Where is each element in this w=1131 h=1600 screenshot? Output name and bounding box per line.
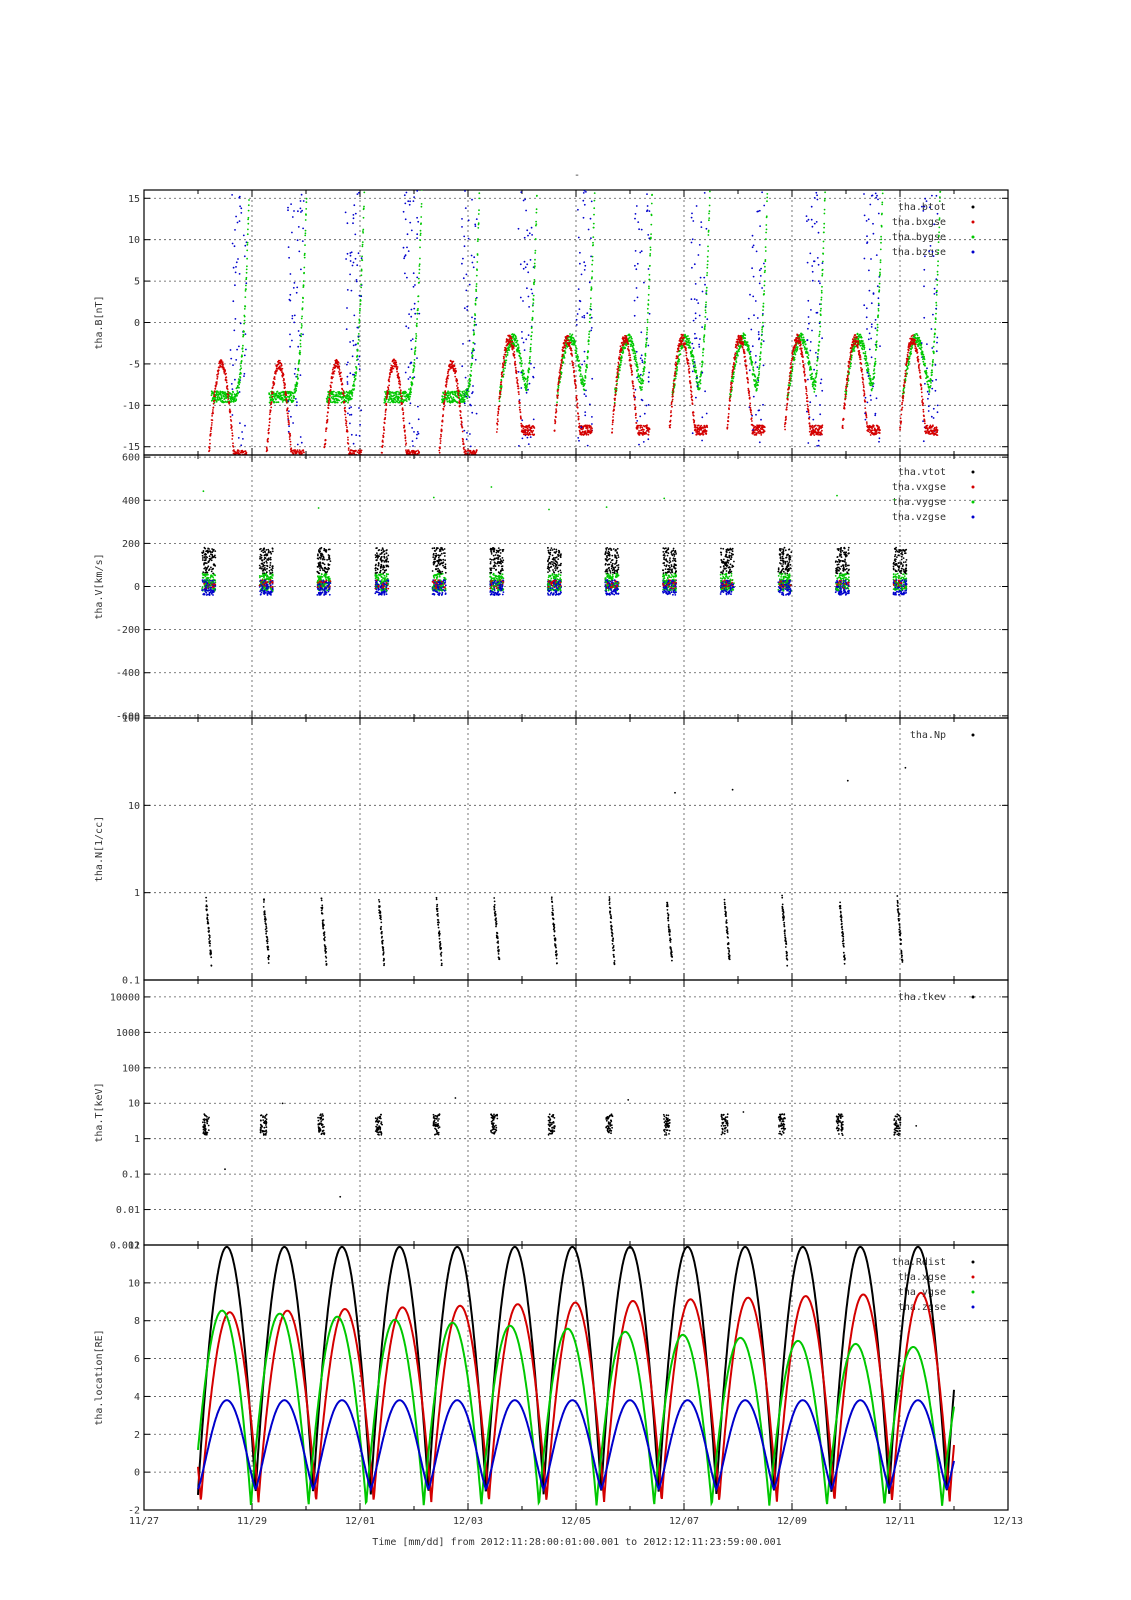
legend-marker bbox=[971, 500, 975, 504]
panel-2: -600 -400 -200 0 200 400 600 tha.V[km/s] tha.vto… bbox=[94, 453, 1009, 722]
y-tick-label: 100 bbox=[122, 1063, 140, 1074]
panels: -15-10-5051015tha.B[nT]tha.btottha.bxgse… bbox=[94, 189, 1023, 1527]
y-tick-label: 1000 bbox=[116, 1028, 140, 1039]
x-tick-label: 12/05 bbox=[561, 1516, 591, 1527]
legend-entry: tha.zgse bbox=[898, 1302, 946, 1313]
y-tick-label: 400 bbox=[122, 496, 140, 507]
legend-entry: tha.vzgse bbox=[892, 512, 946, 523]
legend-entry: tha.vtot bbox=[898, 467, 946, 478]
y-tick-label: 12 bbox=[128, 1241, 140, 1252]
series-line-tha-ygse bbox=[197, 1309, 955, 1507]
panel-frame bbox=[143, 1244, 1009, 1511]
y-tick-label: 4 bbox=[134, 1392, 140, 1403]
legend-entry: tha.xgse bbox=[898, 1272, 946, 1283]
y-tick-label: -600 bbox=[116, 711, 140, 722]
series-line-tha-rdist bbox=[197, 1245, 955, 1495]
legend-marker bbox=[971, 995, 975, 999]
legend-entry: tha.tkev bbox=[898, 992, 946, 1003]
y-tick-label: 2 bbox=[134, 1430, 140, 1441]
legend-entry: tha.bxgse bbox=[892, 217, 946, 228]
y-axis-label: tha.location[RE] bbox=[94, 1329, 105, 1425]
y-tick-label: 6 bbox=[134, 1354, 140, 1365]
data-marks bbox=[208, 190, 942, 455]
legend-marker bbox=[971, 733, 975, 737]
panel-4: 0.001 0.01 0.1 1 10 100 1000 10000 tha.T[keV] tha… bbox=[94, 979, 1009, 1252]
legend-marker bbox=[971, 515, 975, 519]
y-tick-label: 100 bbox=[122, 714, 140, 725]
y-tick-label: -2 bbox=[128, 1506, 140, 1517]
x-tick-label: 12/03 bbox=[453, 1516, 483, 1527]
y-tick-label: 15 bbox=[128, 194, 140, 205]
legend-entry: tha.Np bbox=[910, 730, 946, 741]
x-tick-label: 12/09 bbox=[777, 1516, 807, 1527]
legend-marker bbox=[971, 205, 975, 209]
y-tick-label: 0.001 bbox=[110, 1241, 140, 1252]
data-marks bbox=[205, 766, 907, 967]
x-tick-label: 12/11 bbox=[885, 1516, 915, 1527]
y-tick-label: -400 bbox=[116, 668, 140, 679]
legend-entry: tha.bygse bbox=[892, 232, 946, 243]
x-tick-label: 11/27 bbox=[129, 1516, 159, 1527]
x-tick-label: 11/29 bbox=[237, 1516, 267, 1527]
y-tick-label: 8 bbox=[134, 1316, 140, 1327]
y-tick-label: 0.1 bbox=[122, 1170, 140, 1181]
panel-5: -2 0 2 4 6 8 10 12 tha.location[RE] tha.Rdist tha.… bbox=[94, 1241, 1009, 1517]
data-marks bbox=[201, 486, 908, 596]
legend-marker bbox=[971, 485, 975, 489]
y-tick-label: 0 bbox=[134, 582, 140, 593]
y-tick-label: 0 bbox=[134, 318, 140, 329]
panel-3: 0.1 1 10 100 tha.N[1/cc] tha.Np bbox=[94, 714, 1009, 987]
y-axis-label: tha.B[nT] bbox=[94, 295, 105, 349]
y-tick-label: -10 bbox=[122, 401, 140, 412]
series-line-tha-xgse bbox=[197, 1291, 955, 1503]
legend-marker bbox=[971, 1275, 975, 1279]
legend-entry: tha.Rdist bbox=[892, 1257, 946, 1268]
legend-entry: tha.vxgse bbox=[892, 482, 946, 493]
y-tick-label: 200 bbox=[122, 539, 140, 550]
figure-title: - bbox=[574, 170, 580, 181]
legend-marker bbox=[971, 1290, 975, 1294]
y-tick-label: -5 bbox=[128, 359, 140, 370]
legend-marker bbox=[971, 1305, 975, 1309]
y-tick-label: 0.01 bbox=[116, 1205, 140, 1216]
y-tick-label: 0 bbox=[134, 1468, 140, 1479]
x-axis-label: Time [mm/dd] from 2012:11:28:00:01:00.00… bbox=[372, 1537, 781, 1548]
x-tick-label: 12/07 bbox=[669, 1516, 699, 1527]
y-tick-label: 0.1 bbox=[122, 976, 140, 987]
y-axis-label: tha.T[keV] bbox=[94, 1082, 105, 1142]
data-marks bbox=[202, 1097, 918, 1198]
y-axis-label: tha.N[1/cc] bbox=[94, 816, 105, 882]
panel-1: -15 -10 -5 0 5 10 15 tha.B[nT] tha.btot tha.bxgse… bbox=[94, 189, 1009, 456]
legend-entry: tha.vygse bbox=[892, 497, 946, 508]
y-axis-label: tha.V[km/s] bbox=[94, 553, 105, 619]
legend-entry: tha.btot bbox=[898, 202, 946, 213]
legend-entry: tha.bzgse bbox=[892, 247, 946, 258]
x-tick-label: 12/01 bbox=[345, 1516, 375, 1527]
legend-marker bbox=[971, 1260, 975, 1264]
y-tick-label: 10000 bbox=[110, 992, 140, 1003]
y-tick-label: -200 bbox=[116, 625, 140, 636]
series-line-tha-zgse bbox=[197, 1399, 955, 1493]
y-tick-label: 10 bbox=[128, 235, 140, 246]
legend-marker bbox=[971, 470, 975, 474]
y-tick-label: 10 bbox=[128, 1278, 140, 1289]
x-tick-label: 12/13 bbox=[993, 1516, 1023, 1527]
y-tick-label: 1 bbox=[134, 1134, 140, 1145]
legend-marker bbox=[971, 220, 975, 224]
y-tick-label: 10 bbox=[128, 801, 140, 812]
y-tick-label: 600 bbox=[122, 453, 140, 464]
data-marks bbox=[197, 1245, 955, 1507]
legend-marker bbox=[971, 250, 975, 254]
y-tick-label: -15 bbox=[122, 442, 140, 453]
y-tick-label: 10 bbox=[128, 1099, 140, 1110]
y-tick-label: 5 bbox=[134, 277, 140, 288]
y-tick-label: 1 bbox=[134, 888, 140, 899]
legend-marker bbox=[971, 235, 975, 239]
